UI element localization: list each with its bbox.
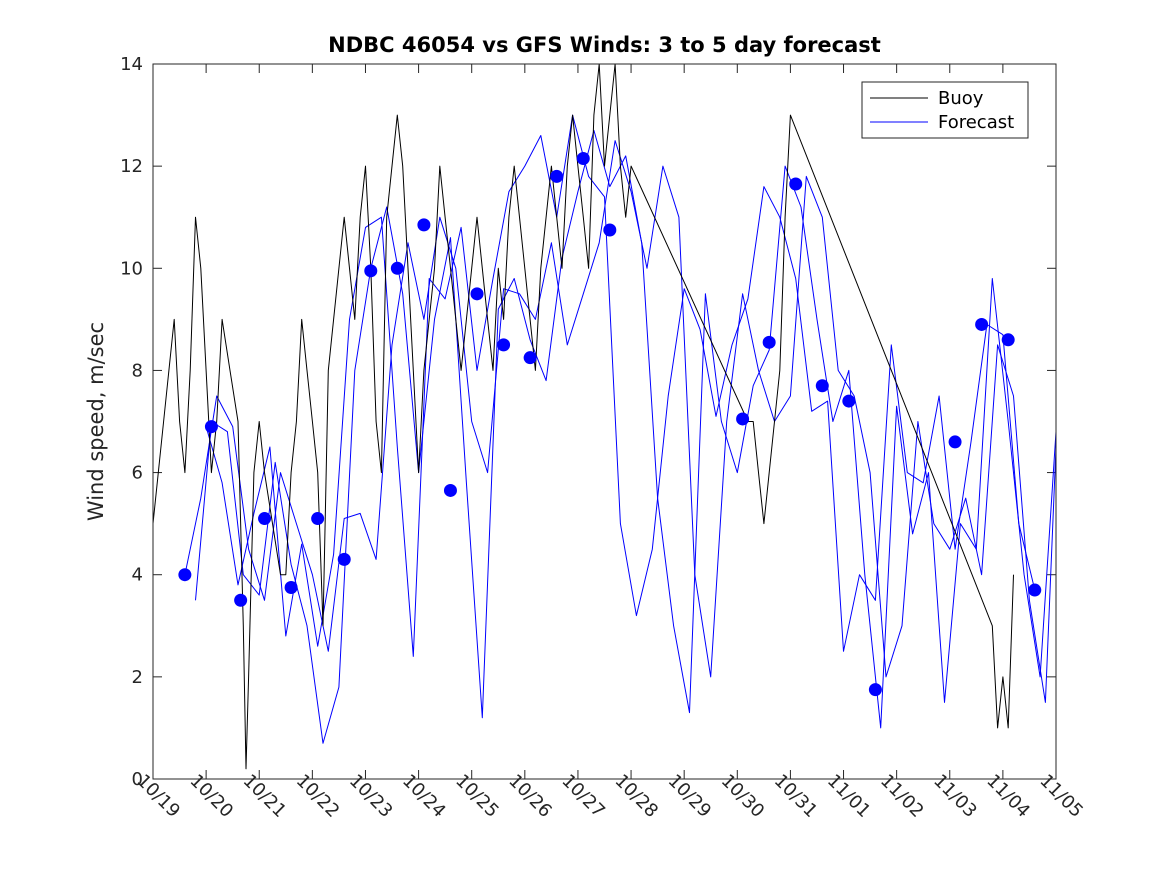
- axis-ticks: [152, 63, 1057, 780]
- legend-forecast-label: Forecast: [938, 112, 1014, 133]
- forecast-series-line: [205, 114, 1036, 657]
- forecast-point-marker: [204, 420, 218, 434]
- forecast-point-marker: [443, 483, 457, 497]
- y-tick-label: 14: [120, 54, 143, 75]
- forecast-point-marker: [868, 683, 882, 697]
- forecast-point-marker: [470, 287, 484, 301]
- forecast-point-marker: [258, 512, 272, 526]
- legend-box: [861, 81, 1029, 139]
- y-tick-label: 10: [120, 258, 143, 279]
- legend: Buoy Forecast: [861, 81, 1029, 139]
- y-tick-label: 6: [132, 463, 143, 484]
- legend-buoy-label: Buoy: [938, 88, 984, 109]
- forecast-point-marker: [390, 261, 404, 275]
- forecast-point-marker: [178, 568, 192, 582]
- y-axis-label: Wind speed, m/sec: [84, 322, 108, 521]
- forecast-point-marker: [1028, 583, 1042, 597]
- forecast-point-marker: [762, 335, 776, 349]
- plot-frame: [152, 63, 1057, 780]
- forecast-point-marker: [603, 223, 617, 237]
- series-layer: [152, 63, 1057, 770]
- plot-area: [153, 64, 1056, 779]
- y-tick-label: 0: [132, 769, 143, 790]
- y-tick-labels: 0 2 4 6 8 10 12 14: [120, 54, 143, 790]
- y-tick-label: 4: [132, 565, 143, 586]
- marker-layer: [178, 151, 1042, 697]
- y-tick-label: 8: [132, 360, 143, 381]
- forecast-point-marker: [337, 552, 351, 566]
- forecast-point-marker: [364, 264, 378, 278]
- forecast-point-marker: [284, 580, 298, 594]
- y-tick-label: 12: [120, 156, 143, 177]
- y-tick-label: 2: [132, 667, 143, 688]
- forecast-point-marker: [234, 593, 248, 607]
- forecast-point-marker: [948, 435, 962, 449]
- forecast-point-marker: [550, 169, 564, 183]
- forecast-point-marker: [815, 379, 829, 393]
- forecast-point-marker: [497, 338, 511, 352]
- forecast-point-marker: [311, 512, 325, 526]
- forecast-series-line: [184, 140, 1057, 703]
- forecast-point-marker: [736, 412, 750, 426]
- forecast-point-marker: [842, 394, 856, 408]
- buoy-series-line: [152, 63, 1014, 770]
- forecast-point-marker: [789, 177, 803, 191]
- forecast-series-line: [195, 129, 1057, 744]
- forecast-point-marker: [576, 151, 590, 165]
- forecast-point-marker: [523, 351, 537, 365]
- forecast-point-marker: [975, 317, 989, 331]
- forecast-point-marker: [1001, 333, 1015, 347]
- chart-title: NDBC 46054 vs GFS Winds: 3 to 5 day fore…: [328, 33, 881, 57]
- forecast-point-marker: [417, 218, 431, 232]
